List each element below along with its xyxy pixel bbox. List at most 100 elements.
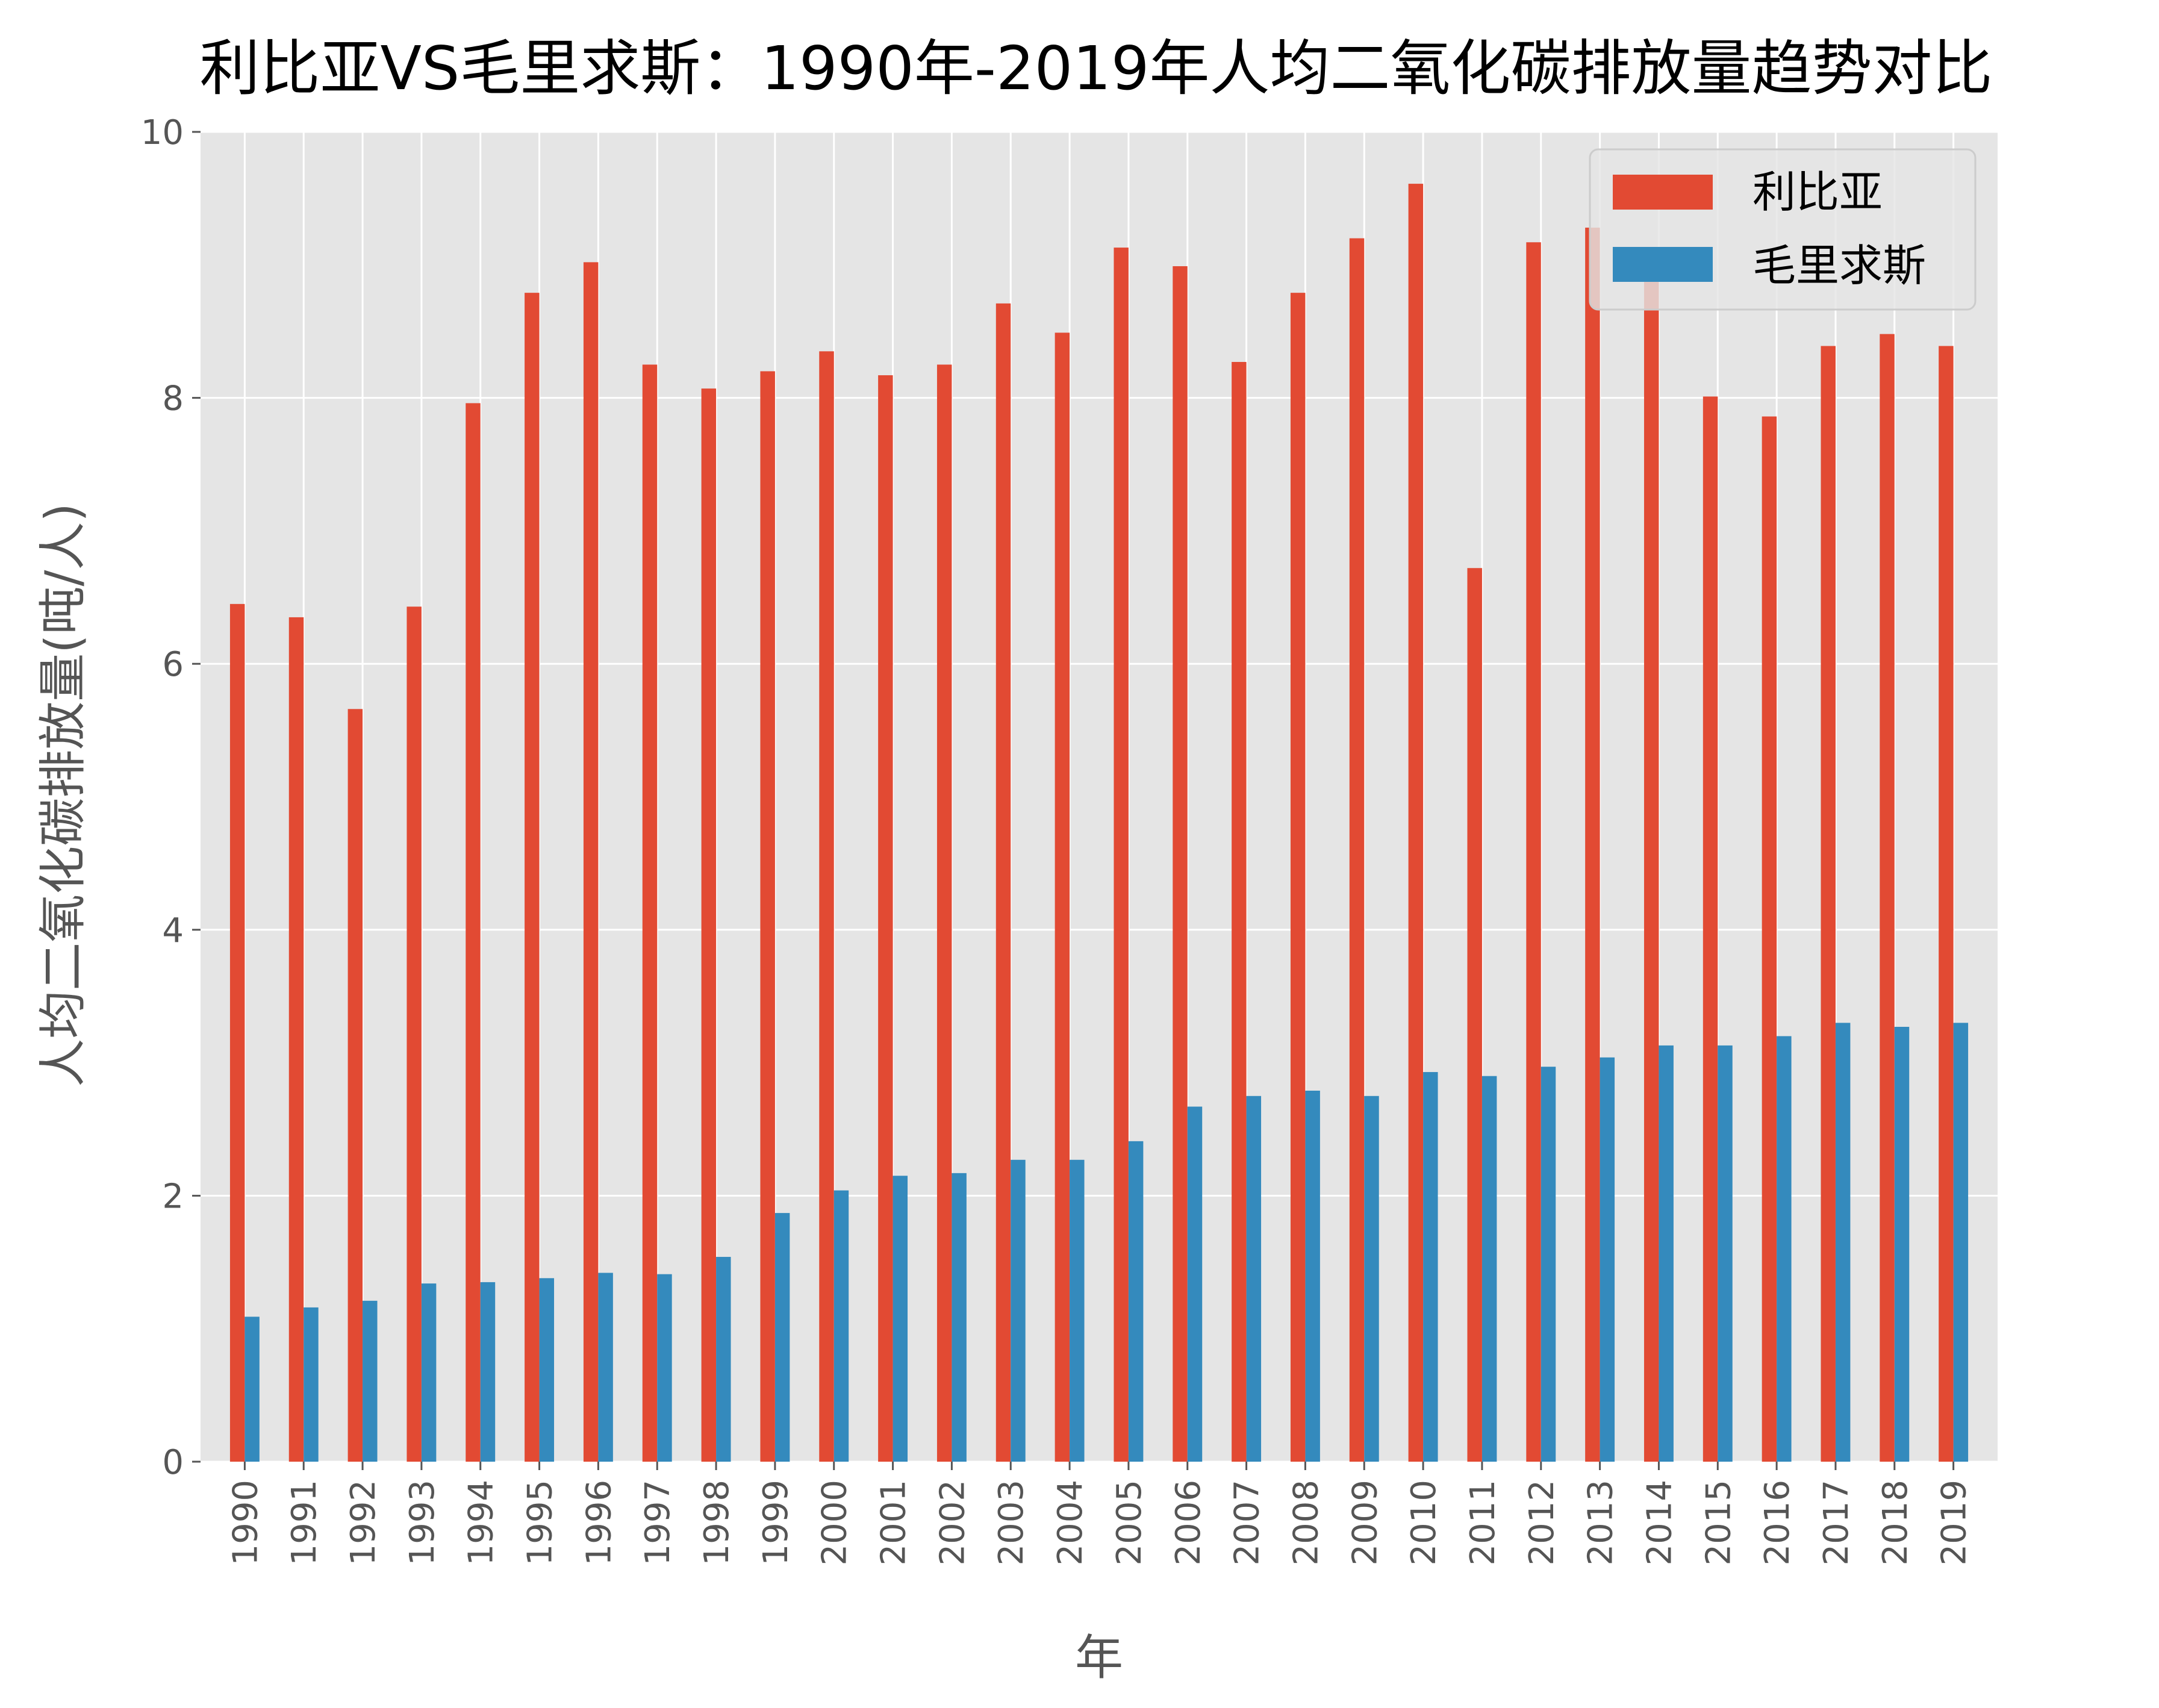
bar-mauritius-2000 bbox=[833, 1190, 849, 1462]
bars bbox=[229, 184, 1969, 1462]
x-tick-label: 2002 bbox=[933, 1480, 972, 1566]
x-tick-label: 2015 bbox=[1699, 1480, 1738, 1566]
bar-mauritius-1998 bbox=[716, 1256, 731, 1462]
bar-libya-1996 bbox=[583, 262, 599, 1462]
bar-libya-1999 bbox=[760, 371, 775, 1462]
bar-mauritius-2001 bbox=[893, 1176, 908, 1462]
x-tick-label: 2010 bbox=[1404, 1480, 1444, 1566]
bar-mauritius-2017 bbox=[1835, 1023, 1851, 1462]
bar-libya-2003 bbox=[995, 303, 1011, 1462]
bar-libya-2008 bbox=[1290, 293, 1306, 1462]
y-axis: 0 2 4 6 8 10 bbox=[141, 113, 201, 1482]
bar-mauritius-1990 bbox=[245, 1317, 260, 1462]
plot-area bbox=[201, 132, 1998, 1462]
x-tick-label: 1991 bbox=[285, 1480, 324, 1566]
x-tick-label: 2005 bbox=[1110, 1480, 1149, 1566]
bar-mauritius-2011 bbox=[1481, 1076, 1497, 1462]
y-tick-label: 6 bbox=[162, 645, 184, 684]
bar-mauritius-2008 bbox=[1305, 1090, 1320, 1462]
x-tick-label: 2012 bbox=[1522, 1480, 1562, 1566]
bar-libya-2002 bbox=[936, 364, 952, 1462]
bar-libya-2018 bbox=[1880, 334, 1895, 1462]
bar-libya-2013 bbox=[1585, 227, 1600, 1462]
x-tick-label: 1992 bbox=[344, 1480, 383, 1566]
bar-mauritius-1993 bbox=[421, 1283, 437, 1462]
chart-title: 利比亚VS毛里求斯：1990年-2019年人均二氧化碳排放量趋势对比 bbox=[200, 33, 1993, 104]
bar-libya-1995 bbox=[525, 293, 540, 1462]
bar-mauritius-2016 bbox=[1777, 1036, 1792, 1462]
bar-libya-1997 bbox=[642, 364, 658, 1462]
bar-mauritius-1991 bbox=[304, 1307, 319, 1462]
x-tick-label: 1996 bbox=[579, 1480, 618, 1566]
bar-mauritius-1992 bbox=[363, 1300, 378, 1462]
x-tick-label: 2003 bbox=[992, 1480, 1031, 1566]
x-tick-label: 2017 bbox=[1817, 1480, 1856, 1566]
x-tick-label: 2001 bbox=[874, 1480, 914, 1566]
bar-mauritius-2003 bbox=[1011, 1159, 1026, 1462]
bar-mauritius-2015 bbox=[1718, 1045, 1733, 1462]
bar-libya-2006 bbox=[1173, 266, 1188, 1462]
y-tick-label: 0 bbox=[162, 1443, 184, 1482]
bar-libya-2001 bbox=[878, 375, 893, 1462]
x-tick-label: 1994 bbox=[462, 1480, 501, 1566]
bar-libya-1994 bbox=[466, 403, 481, 1462]
bar-libya-2000 bbox=[819, 351, 834, 1462]
x-tick-label: 1990 bbox=[226, 1480, 265, 1566]
x-tick-label: 2019 bbox=[1935, 1480, 1974, 1566]
legend-label-mauritius: 毛里求斯 bbox=[1752, 240, 1926, 291]
legend: 利比亚 毛里求斯 bbox=[1589, 148, 1977, 311]
x-tick-label: 1995 bbox=[521, 1480, 560, 1566]
legend-swatch-mauritius bbox=[1613, 247, 1713, 282]
y-tick-label: 2 bbox=[162, 1177, 184, 1216]
bar-mauritius-2009 bbox=[1364, 1096, 1379, 1462]
bar-mauritius-2010 bbox=[1423, 1072, 1438, 1462]
bar-libya-1993 bbox=[407, 606, 422, 1462]
x-tick-label: 2011 bbox=[1463, 1480, 1503, 1566]
bar-mauritius-2006 bbox=[1187, 1106, 1203, 1462]
bar-libya-2009 bbox=[1349, 238, 1365, 1462]
bar-mauritius-2007 bbox=[1246, 1096, 1262, 1462]
bar-libya-2004 bbox=[1055, 332, 1070, 1462]
legend-label-libya: 利比亚 bbox=[1752, 167, 1883, 217]
x-tick-label: 1997 bbox=[638, 1480, 678, 1566]
bar-mauritius-1995 bbox=[539, 1278, 555, 1462]
y-tick-label: 10 bbox=[141, 113, 184, 152]
bar-mauritius-2002 bbox=[952, 1173, 967, 1462]
x-tick-label: 2007 bbox=[1228, 1480, 1267, 1566]
x-tick-label: 2009 bbox=[1345, 1480, 1385, 1566]
bar-mauritius-2019 bbox=[1953, 1023, 1969, 1462]
bar-libya-1991 bbox=[288, 617, 304, 1462]
x-tick-label: 2018 bbox=[1876, 1480, 1915, 1566]
y-axis-label: 人均二氧化碳排放量(吨/人) bbox=[35, 503, 91, 1086]
bar-libya-2019 bbox=[1939, 346, 1954, 1462]
legend-swatch-libya bbox=[1613, 175, 1713, 210]
bar-libya-2016 bbox=[1762, 416, 1777, 1462]
bar-libya-1990 bbox=[229, 603, 245, 1462]
x-tick-label: 2014 bbox=[1640, 1480, 1679, 1566]
x-tick-label: 2013 bbox=[1581, 1480, 1621, 1566]
y-tick-label: 4 bbox=[162, 911, 184, 950]
x-tick-label: 1999 bbox=[756, 1480, 796, 1566]
bar-mauritius-2018 bbox=[1894, 1026, 1910, 1462]
bar-mauritius-1996 bbox=[598, 1273, 613, 1462]
x-tick-label: 2004 bbox=[1051, 1480, 1090, 1566]
x-tick-label: 2000 bbox=[815, 1480, 855, 1566]
x-axis: 1990 1991 1992 1993 1994 1995 1996 1997 1998 1999… bbox=[226, 1462, 1974, 1566]
x-tick-label: 2008 bbox=[1286, 1480, 1326, 1566]
bar-libya-2011 bbox=[1467, 568, 1482, 1462]
x-tick-label: 2006 bbox=[1169, 1480, 1208, 1566]
bar-mauritius-2005 bbox=[1128, 1141, 1144, 1462]
bar-libya-2005 bbox=[1114, 248, 1129, 1462]
bar-libya-1992 bbox=[347, 709, 363, 1462]
bar-mauritius-1997 bbox=[657, 1274, 672, 1462]
x-axis-label: 年 bbox=[1075, 1630, 1123, 1686]
x-tick-label: 2016 bbox=[1758, 1480, 1797, 1566]
bar-libya-2014 bbox=[1643, 267, 1659, 1462]
bar-libya-1998 bbox=[701, 388, 717, 1462]
bar-libya-2015 bbox=[1703, 396, 1718, 1462]
bar-mauritius-2014 bbox=[1659, 1045, 1674, 1462]
bar-mauritius-1999 bbox=[774, 1213, 790, 1462]
bar-libya-2010 bbox=[1408, 184, 1424, 1462]
bar-mauritius-2012 bbox=[1541, 1067, 1556, 1462]
